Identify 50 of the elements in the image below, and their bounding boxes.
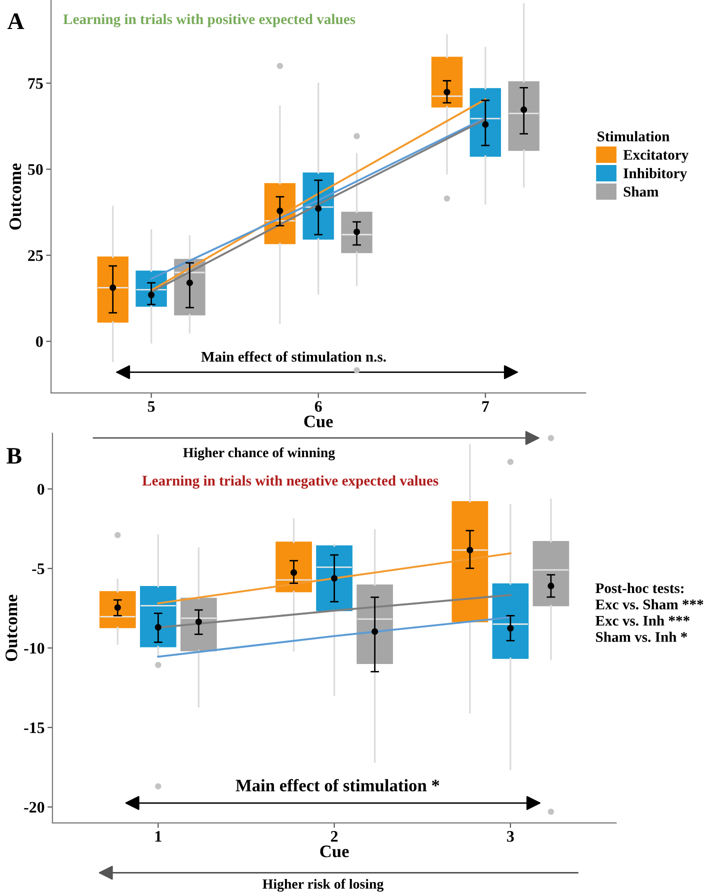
y-tick-label: 0 bbox=[37, 484, 44, 495]
y-tick-label: 0 bbox=[36, 336, 43, 348]
point bbox=[290, 569, 298, 576]
text: A bbox=[7, 13, 24, 29]
point bbox=[482, 121, 489, 128]
point bbox=[353, 228, 360, 236]
y-tick-label: -10 bbox=[24, 642, 44, 654]
point bbox=[520, 106, 528, 113]
text: B bbox=[6, 448, 22, 464]
point bbox=[154, 624, 162, 631]
y-axis-title: Outcome bbox=[6, 594, 18, 661]
x-tick-label: 3 bbox=[507, 831, 514, 842]
point bbox=[276, 208, 284, 214]
y-tick-label: 25 bbox=[28, 250, 43, 261]
legend-title: Stimulation bbox=[598, 131, 670, 142]
annotation: Higher chance of winning bbox=[183, 447, 335, 460]
y-tick-label: -15 bbox=[24, 722, 44, 734]
text: Higher risk of losing bbox=[262, 878, 384, 892]
point bbox=[372, 628, 378, 635]
point bbox=[507, 624, 514, 632]
x-tick-label: 1 bbox=[155, 831, 162, 842]
x-tick-label: 7 bbox=[482, 401, 490, 412]
point bbox=[331, 575, 338, 582]
point bbox=[186, 280, 193, 286]
y-tick-label: -5 bbox=[32, 564, 44, 574]
point bbox=[110, 284, 116, 291]
y-tick-label: 75 bbox=[28, 78, 43, 89]
point bbox=[444, 88, 450, 96]
point bbox=[148, 292, 155, 298]
text: Post-hoc tests: Exc vs. Sham *** Exc vs. Inh *** Sham vs. Inh * bbox=[596, 582, 704, 642]
y-tick-label: 50 bbox=[28, 164, 43, 175]
point bbox=[315, 205, 322, 212]
x-tick-label: 6 bbox=[314, 401, 322, 412]
annotation: Main effect of stimulation * bbox=[236, 778, 440, 792]
y-tick-label: -20 bbox=[24, 802, 44, 813]
legend-label: Sham bbox=[624, 186, 658, 197]
point bbox=[466, 546, 474, 554]
point bbox=[195, 618, 202, 626]
x-axis-title: Cue bbox=[320, 846, 349, 858]
y-axis-title: Outcome bbox=[9, 163, 22, 230]
text: Learning in trials with positive expected values bbox=[63, 14, 356, 28]
x-axis-title: Cue bbox=[304, 416, 333, 428]
x-tick-label: 5 bbox=[148, 401, 155, 412]
x-tick-label: 2 bbox=[330, 831, 338, 842]
annotation: Main effect of stimulation n.s. bbox=[201, 351, 386, 362]
point bbox=[548, 582, 554, 590]
text: Learning in trials with negative expected values bbox=[142, 475, 438, 489]
legend-label: Excitatory bbox=[623, 150, 689, 163]
point bbox=[114, 604, 121, 611]
legend-label: Inhibitory bbox=[624, 168, 687, 182]
